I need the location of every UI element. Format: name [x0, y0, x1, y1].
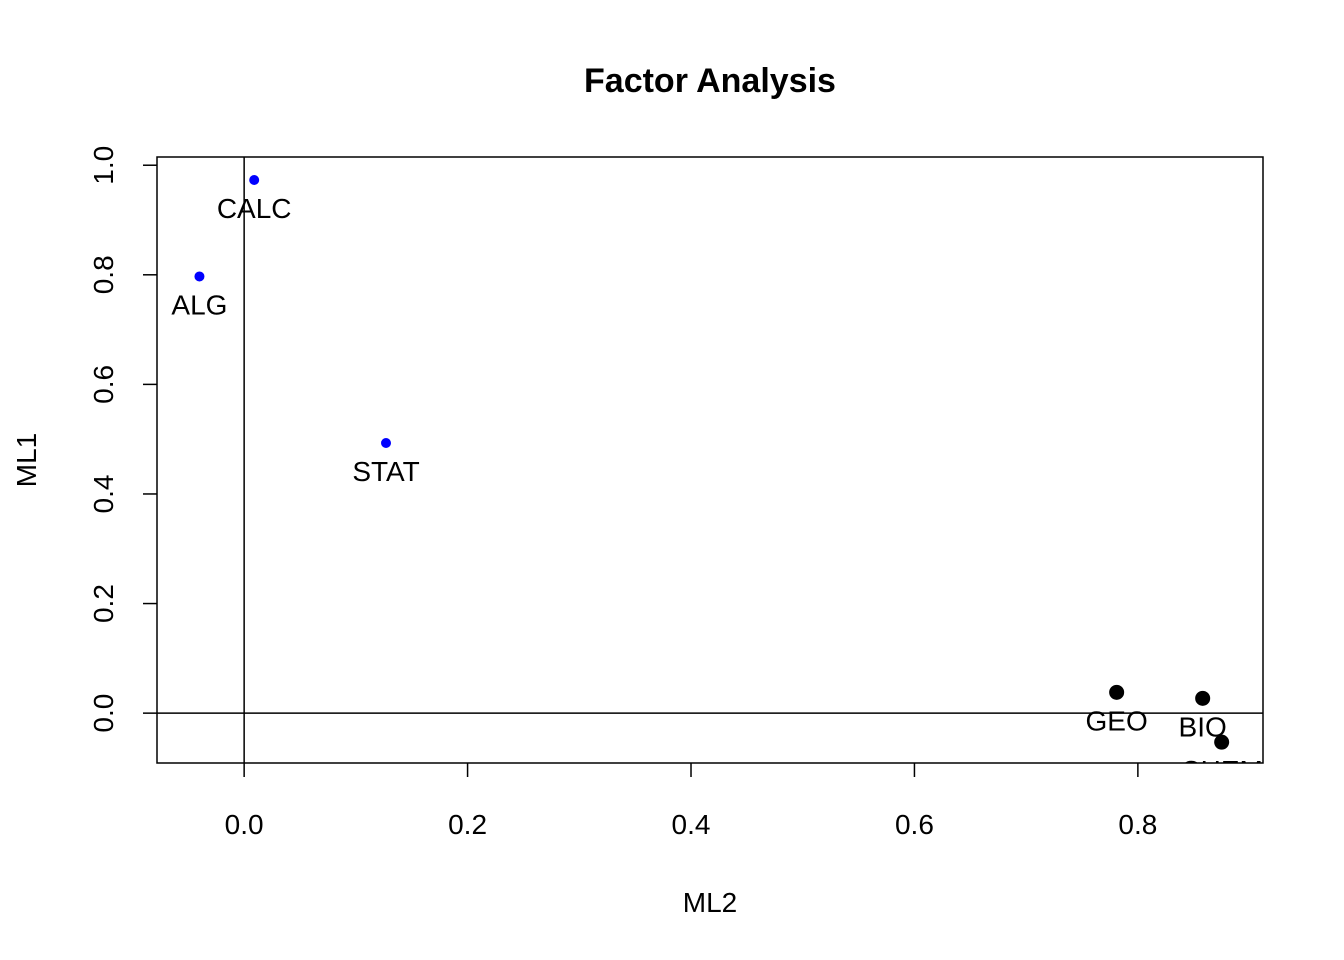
x-tick-label: 0.6	[895, 809, 934, 840]
chart-title: Factor Analysis	[584, 62, 836, 100]
point-label: STAT	[352, 456, 419, 487]
point-label: CALC	[217, 193, 292, 224]
x-axis-label: ML2	[683, 887, 737, 918]
y-tick-label: 1.0	[88, 146, 119, 185]
point	[1109, 684, 1125, 700]
x-tick-label: 0.4	[672, 809, 711, 840]
point-label: ALG	[171, 289, 227, 320]
plot-frame	[156, 156, 1264, 764]
point	[194, 271, 205, 282]
point-label: CHEM	[1180, 755, 1262, 786]
y-tick-label: 0.4	[88, 475, 119, 514]
point-label: GEO	[1086, 705, 1148, 736]
x-tick-label: 0.8	[1118, 809, 1157, 840]
point	[1195, 690, 1211, 706]
x-tick-label: 0.2	[448, 809, 487, 840]
point	[381, 438, 392, 449]
x-tick-label: 0.0	[225, 809, 264, 840]
y-tick-label: 0.8	[88, 255, 119, 294]
y-tick-label: 0.0	[88, 694, 119, 733]
y-tick-label: 0.2	[88, 584, 119, 623]
y-axis-label: ML1	[11, 433, 42, 487]
point	[249, 175, 260, 186]
y-tick-label: 0.6	[88, 365, 119, 404]
point	[1214, 734, 1230, 750]
